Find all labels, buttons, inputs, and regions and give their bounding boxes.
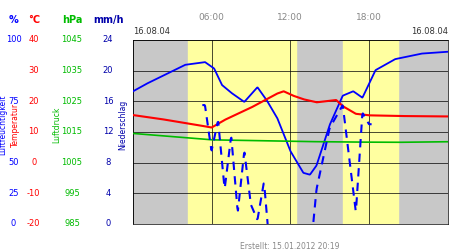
- Text: 12:00: 12:00: [277, 12, 303, 22]
- Text: 24: 24: [103, 36, 113, 44]
- Text: 30: 30: [28, 66, 39, 75]
- Text: 20: 20: [28, 97, 39, 106]
- Text: 16.08.04: 16.08.04: [133, 27, 170, 36]
- Text: 8: 8: [105, 158, 111, 167]
- Text: Niederschlag: Niederschlag: [118, 100, 127, 150]
- Text: 985: 985: [64, 219, 80, 228]
- Text: 50: 50: [8, 158, 19, 167]
- Bar: [188, 40, 296, 224]
- Text: mm/h: mm/h: [93, 15, 123, 25]
- Text: 0: 0: [11, 219, 16, 228]
- Text: 1035: 1035: [62, 66, 82, 75]
- Text: 20: 20: [103, 66, 113, 75]
- Text: 16: 16: [103, 97, 113, 106]
- Text: -20: -20: [27, 219, 40, 228]
- Text: 12: 12: [103, 128, 113, 136]
- Text: 1025: 1025: [62, 97, 82, 106]
- Text: 100: 100: [5, 36, 22, 44]
- Text: 0: 0: [31, 158, 36, 167]
- Text: Erstellt: 15.01.2012 20:19: Erstellt: 15.01.2012 20:19: [240, 242, 340, 250]
- Bar: [343, 40, 398, 224]
- Text: 10: 10: [28, 128, 39, 136]
- Text: 995: 995: [64, 189, 80, 198]
- Text: 1005: 1005: [62, 158, 82, 167]
- Text: 75: 75: [8, 97, 19, 106]
- Text: 06:00: 06:00: [198, 12, 225, 22]
- Text: 40: 40: [28, 36, 39, 44]
- Text: Temperatur: Temperatur: [11, 103, 20, 147]
- Text: 16.08.04: 16.08.04: [411, 27, 448, 36]
- Text: 0: 0: [105, 219, 111, 228]
- Text: °C: °C: [28, 15, 40, 25]
- Text: %: %: [9, 15, 18, 25]
- Text: 18:00: 18:00: [356, 12, 382, 22]
- Text: 1015: 1015: [62, 128, 82, 136]
- Text: 25: 25: [8, 189, 19, 198]
- Text: Luftdruck: Luftdruck: [52, 107, 61, 143]
- Text: Luftfeuchtigkeit: Luftfeuchtigkeit: [0, 95, 7, 155]
- Text: -10: -10: [27, 189, 40, 198]
- Text: 4: 4: [105, 189, 111, 198]
- Text: hPa: hPa: [62, 15, 82, 25]
- Text: 1045: 1045: [62, 36, 82, 44]
